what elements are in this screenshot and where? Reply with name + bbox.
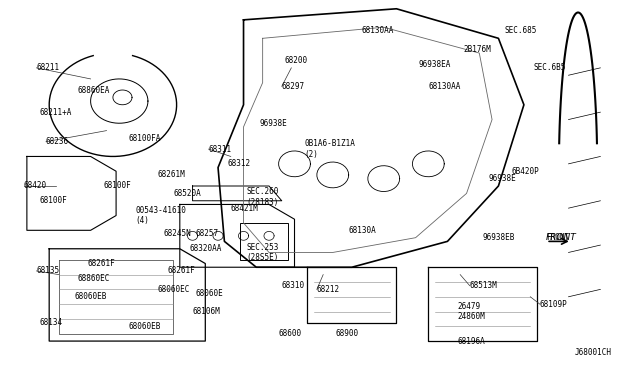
Text: 0B1A6-B1Z1A
(2): 0B1A6-B1Z1A (2) xyxy=(304,140,355,159)
Text: 68130AA: 68130AA xyxy=(428,82,461,91)
Text: 68212: 68212 xyxy=(317,285,340,294)
Text: 68060EB: 68060EB xyxy=(129,322,161,331)
Text: 68860EA: 68860EA xyxy=(78,86,110,94)
Text: J68001CH: J68001CH xyxy=(575,348,612,357)
Text: 2B176M: 2B176M xyxy=(463,45,491,54)
Text: 68261F: 68261F xyxy=(167,266,195,275)
Text: 96938E: 96938E xyxy=(259,119,287,128)
Text: 68520A: 68520A xyxy=(173,189,201,198)
Text: SEC.260
(28183): SEC.260 (28183) xyxy=(246,187,279,207)
Text: 68060E: 68060E xyxy=(196,289,223,298)
Text: SEC.253
(28S5E): SEC.253 (28S5E) xyxy=(246,243,279,262)
Text: 68196A: 68196A xyxy=(457,337,484,346)
Text: 68200: 68200 xyxy=(285,56,308,65)
Text: 68421M: 68421M xyxy=(231,203,259,213)
Text: 68134: 68134 xyxy=(40,318,63,327)
Text: 68513M: 68513M xyxy=(470,281,497,290)
Text: 68312: 68312 xyxy=(228,159,251,169)
Text: 00543-41610
(4): 00543-41610 (4) xyxy=(135,206,186,225)
Text: 68106M: 68106M xyxy=(193,307,220,316)
Text: SEC.6B5: SEC.6B5 xyxy=(534,63,566,72)
Text: 68600: 68600 xyxy=(278,329,301,338)
Text: 68297: 68297 xyxy=(282,82,305,91)
Text: 68109P: 68109P xyxy=(540,300,568,309)
Text: 96938E: 96938E xyxy=(489,174,516,183)
Text: 68130A: 68130A xyxy=(349,226,376,235)
Text: 68245N: 68245N xyxy=(164,230,191,238)
Text: 6B420P: 6B420P xyxy=(511,167,539,176)
Text: 68310: 68310 xyxy=(282,281,305,290)
Text: 68100F: 68100F xyxy=(103,182,131,190)
Text: 68311: 68311 xyxy=(209,145,232,154)
Text: SEC.685: SEC.685 xyxy=(505,26,537,35)
Text: 68135: 68135 xyxy=(36,266,60,275)
Text: 68100FA: 68100FA xyxy=(129,134,161,142)
Text: 96938EB: 96938EB xyxy=(483,233,515,242)
Text: 68261F: 68261F xyxy=(88,259,115,268)
Text: 68060EB: 68060EB xyxy=(75,292,107,301)
Text: 68860EC: 68860EC xyxy=(78,274,110,283)
Text: 68130AA: 68130AA xyxy=(362,26,394,35)
Text: 68420: 68420 xyxy=(24,182,47,190)
Text: 68900: 68900 xyxy=(336,329,359,338)
Text: 68320AA: 68320AA xyxy=(189,244,221,253)
Text: 68257: 68257 xyxy=(196,230,219,238)
Text: 68211+A: 68211+A xyxy=(40,108,72,117)
Text: 68261M: 68261M xyxy=(157,170,185,179)
Text: 96938EA: 96938EA xyxy=(419,60,451,69)
Text: FRONT: FRONT xyxy=(546,233,570,242)
Text: 68100F: 68100F xyxy=(40,196,67,205)
Text: 68060EC: 68060EC xyxy=(157,285,190,294)
Text: 68236: 68236 xyxy=(46,137,69,146)
Bar xyxy=(241,223,288,260)
Text: 68211: 68211 xyxy=(36,63,60,72)
Text: 26479
24860M: 26479 24860M xyxy=(457,302,484,321)
Text: FRONT: FRONT xyxy=(546,233,577,242)
